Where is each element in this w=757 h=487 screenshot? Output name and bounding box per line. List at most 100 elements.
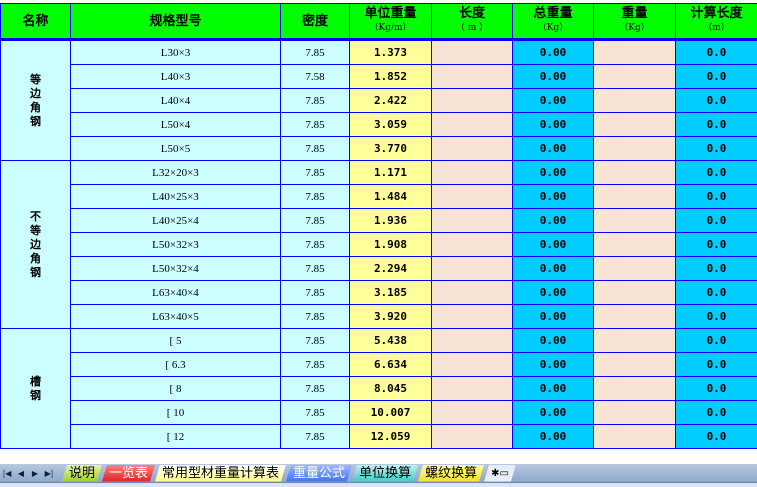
spec-cell[interactable]: L50×4	[70, 112, 281, 137]
calc-length-cell[interactable]: 0.0	[675, 64, 757, 89]
length-cell[interactable]	[431, 64, 513, 89]
density-cell[interactable]: 7.85	[280, 352, 350, 377]
density-cell[interactable]: 7.85	[280, 112, 350, 137]
total-weight-cell[interactable]: 0.00	[512, 64, 594, 89]
length-cell[interactable]	[431, 400, 513, 425]
unit-weight-cell[interactable]: 6.634	[349, 352, 432, 377]
spec-cell[interactable]: [ 6.3	[70, 352, 281, 377]
total-weight-cell[interactable]: 0.00	[512, 88, 594, 113]
total-weight-cell[interactable]: 0.00	[512, 352, 594, 377]
spec-cell[interactable]: [ 8	[70, 376, 281, 401]
calc-length-cell[interactable]: 0.0	[675, 424, 757, 449]
weight-cell[interactable]	[593, 280, 676, 305]
length-cell[interactable]	[431, 160, 513, 185]
unit-weight-cell[interactable]: 12.059	[349, 424, 432, 449]
total-weight-cell[interactable]: 0.00	[512, 280, 594, 305]
insert-sheet-icon[interactable]: ✱▭	[484, 465, 516, 482]
spec-cell[interactable]: L50×32×4	[70, 256, 281, 281]
unit-weight-cell[interactable]: 1.908	[349, 232, 432, 257]
total-weight-cell[interactable]: 0.00	[512, 424, 594, 449]
unit-weight-cell[interactable]: 1.373	[349, 39, 432, 65]
unit-weight-cell[interactable]: 3.059	[349, 112, 432, 137]
total-weight-cell[interactable]: 0.00	[512, 376, 594, 401]
total-weight-cell[interactable]: 0.00	[512, 184, 594, 209]
calc-length-cell[interactable]: 0.0	[675, 376, 757, 401]
calc-length-cell[interactable]: 0.0	[675, 184, 757, 209]
spec-cell[interactable]: [ 5	[70, 328, 281, 353]
spec-cell[interactable]: L40×3	[70, 64, 281, 89]
calc-length-cell[interactable]: 0.0	[675, 256, 757, 281]
weight-cell[interactable]	[593, 39, 676, 65]
calc-length-cell[interactable]: 0.0	[675, 39, 757, 65]
total-weight-cell[interactable]: 0.00	[512, 112, 594, 137]
calc-length-cell[interactable]: 0.0	[675, 208, 757, 233]
unit-weight-cell[interactable]: 2.294	[349, 256, 432, 281]
sheet-tab[interactable]: 单位换算	[352, 465, 418, 482]
spec-cell[interactable]: L40×25×3	[70, 184, 281, 209]
density-cell[interactable]: 7.85	[280, 39, 350, 65]
calc-length-cell[interactable]: 0.0	[675, 328, 757, 353]
density-cell[interactable]: 7.85	[280, 400, 350, 425]
sheet-tab[interactable]: 常用型材重量计算表	[155, 465, 286, 482]
sheet-tab[interactable]: 重量公式	[286, 465, 352, 482]
length-cell[interactable]	[431, 88, 513, 113]
spec-cell[interactable]: L40×4	[70, 88, 281, 113]
density-cell[interactable]: 7.85	[280, 304, 350, 329]
length-cell[interactable]	[431, 376, 513, 401]
weight-cell[interactable]	[593, 256, 676, 281]
weight-cell[interactable]	[593, 112, 676, 137]
unit-weight-cell[interactable]: 1.852	[349, 64, 432, 89]
calc-length-cell[interactable]: 0.0	[675, 160, 757, 185]
spec-cell[interactable]: L63×40×5	[70, 304, 281, 329]
spec-cell[interactable]: L50×5	[70, 136, 281, 161]
group-name-cell[interactable]: 不等边角钢	[0, 160, 71, 329]
length-cell[interactable]	[431, 280, 513, 305]
length-cell[interactable]	[431, 136, 513, 161]
total-weight-cell[interactable]: 0.00	[512, 328, 594, 353]
length-cell[interactable]	[431, 208, 513, 233]
spec-cell[interactable]: [ 12	[70, 424, 281, 449]
density-cell[interactable]: 7.85	[280, 376, 350, 401]
total-weight-cell[interactable]: 0.00	[512, 208, 594, 233]
total-weight-cell[interactable]: 0.00	[512, 304, 594, 329]
weight-cell[interactable]	[593, 136, 676, 161]
spec-cell[interactable]: L50×32×3	[70, 232, 281, 257]
density-cell[interactable]: 7.85	[280, 160, 350, 185]
length-cell[interactable]	[431, 39, 513, 65]
length-cell[interactable]	[431, 328, 513, 353]
total-weight-cell[interactable]: 0.00	[512, 400, 594, 425]
length-cell[interactable]	[431, 352, 513, 377]
length-cell[interactable]	[431, 256, 513, 281]
weight-cell[interactable]	[593, 376, 676, 401]
calc-length-cell[interactable]: 0.0	[675, 280, 757, 305]
group-name-cell[interactable]: 等边角钢	[0, 39, 71, 161]
length-cell[interactable]	[431, 232, 513, 257]
total-weight-cell[interactable]: 0.00	[512, 256, 594, 281]
length-cell[interactable]	[431, 112, 513, 137]
first-sheet-icon[interactable]: |◀	[2, 468, 12, 478]
next-sheet-icon[interactable]: ▶	[31, 468, 39, 478]
total-weight-cell[interactable]: 0.00	[512, 232, 594, 257]
prev-sheet-icon[interactable]: ◀	[17, 468, 25, 478]
unit-weight-cell[interactable]: 3.185	[349, 280, 432, 305]
unit-weight-cell[interactable]: 2.422	[349, 88, 432, 113]
density-cell[interactable]: 7.85	[280, 184, 350, 209]
calc-length-cell[interactable]: 0.0	[675, 136, 757, 161]
unit-weight-cell[interactable]: 3.920	[349, 304, 432, 329]
weight-cell[interactable]	[593, 232, 676, 257]
group-name-cell[interactable]: 槽钢	[0, 328, 71, 449]
calc-length-cell[interactable]: 0.0	[675, 400, 757, 425]
unit-weight-cell[interactable]: 1.936	[349, 208, 432, 233]
density-cell[interactable]: 7.58	[280, 64, 350, 89]
calc-length-cell[interactable]: 0.0	[675, 112, 757, 137]
density-cell[interactable]: 7.85	[280, 328, 350, 353]
density-cell[interactable]: 7.85	[280, 136, 350, 161]
length-cell[interactable]	[431, 424, 513, 449]
sheet-tab[interactable]: 螺纹换算	[418, 465, 484, 482]
density-cell[interactable]: 7.85	[280, 280, 350, 305]
unit-weight-cell[interactable]: 8.045	[349, 376, 432, 401]
weight-cell[interactable]	[593, 352, 676, 377]
calc-length-cell[interactable]: 0.0	[675, 352, 757, 377]
length-cell[interactable]	[431, 184, 513, 209]
calc-length-cell[interactable]: 0.0	[675, 304, 757, 329]
